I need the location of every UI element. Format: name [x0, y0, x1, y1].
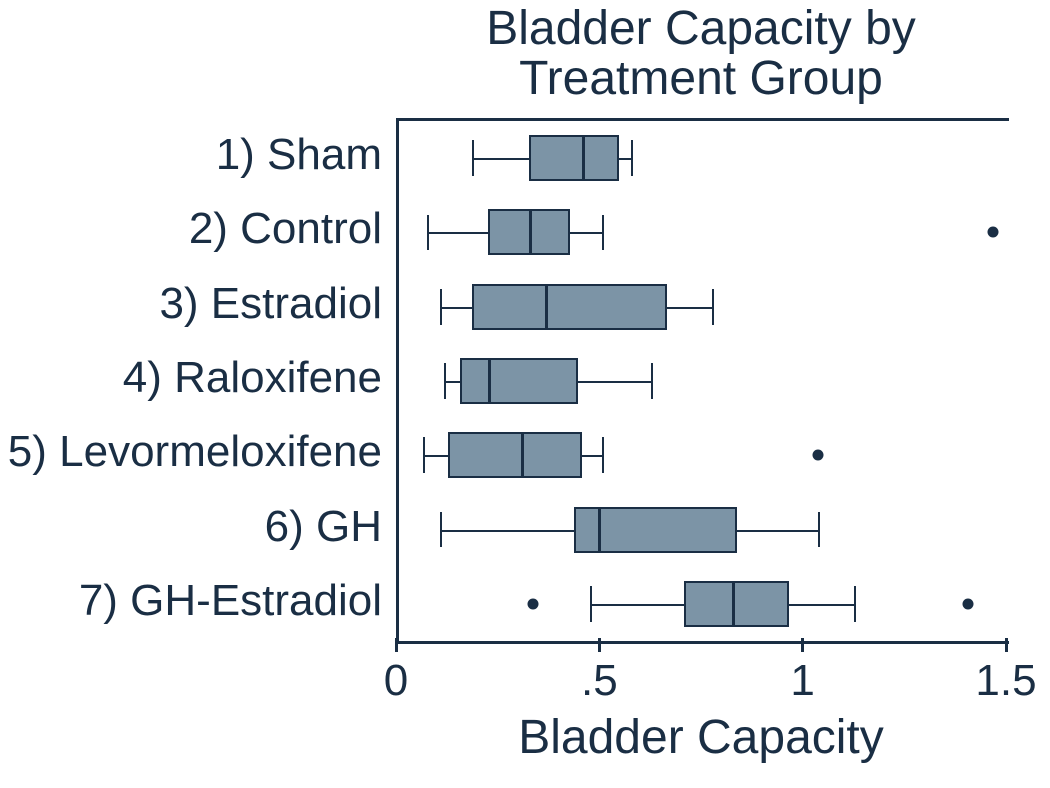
whisker-cap	[854, 586, 856, 622]
whisker-cap	[590, 586, 592, 622]
y-category-label: 7) GH-Estradiol	[79, 576, 382, 626]
y-category-label: 2) Control	[189, 204, 382, 254]
median-line	[732, 581, 735, 627]
chart-root: { "canvas": { "width": 1050, "height": 7…	[0, 0, 1050, 788]
box-rect	[684, 581, 790, 627]
x-axis-title: Bladder Capacity	[396, 710, 1006, 765]
y-category-label: 1) Sham	[216, 130, 382, 180]
whisker-line	[789, 604, 854, 606]
chart-title: Bladder Capacity by Treatment Group	[396, 4, 1006, 105]
plot-area	[396, 118, 1009, 644]
chart-title-line2: Treatment Group	[519, 52, 883, 105]
x-tick	[395, 638, 398, 652]
chart-title-line1: Bladder Capacity by	[486, 2, 916, 55]
whisker-line	[590, 604, 684, 606]
y-category-label: 3) Estradiol	[159, 279, 382, 329]
x-tick-label: 0	[384, 656, 408, 706]
boxplot-group	[399, 121, 1009, 641]
y-category-label: 5) Levormeloxifene	[8, 427, 382, 477]
x-tick	[1005, 638, 1008, 652]
y-category-label: 6) GH	[265, 502, 382, 552]
x-tick-label: 1.5	[975, 656, 1036, 706]
x-tick	[598, 638, 601, 652]
outlier-point	[528, 598, 539, 609]
outlier-point	[963, 598, 974, 609]
x-tick	[801, 638, 804, 652]
y-category-label: 4) Raloxifene	[123, 353, 382, 403]
x-tick-label: .5	[581, 656, 618, 706]
x-tick-label: 1	[790, 656, 814, 706]
